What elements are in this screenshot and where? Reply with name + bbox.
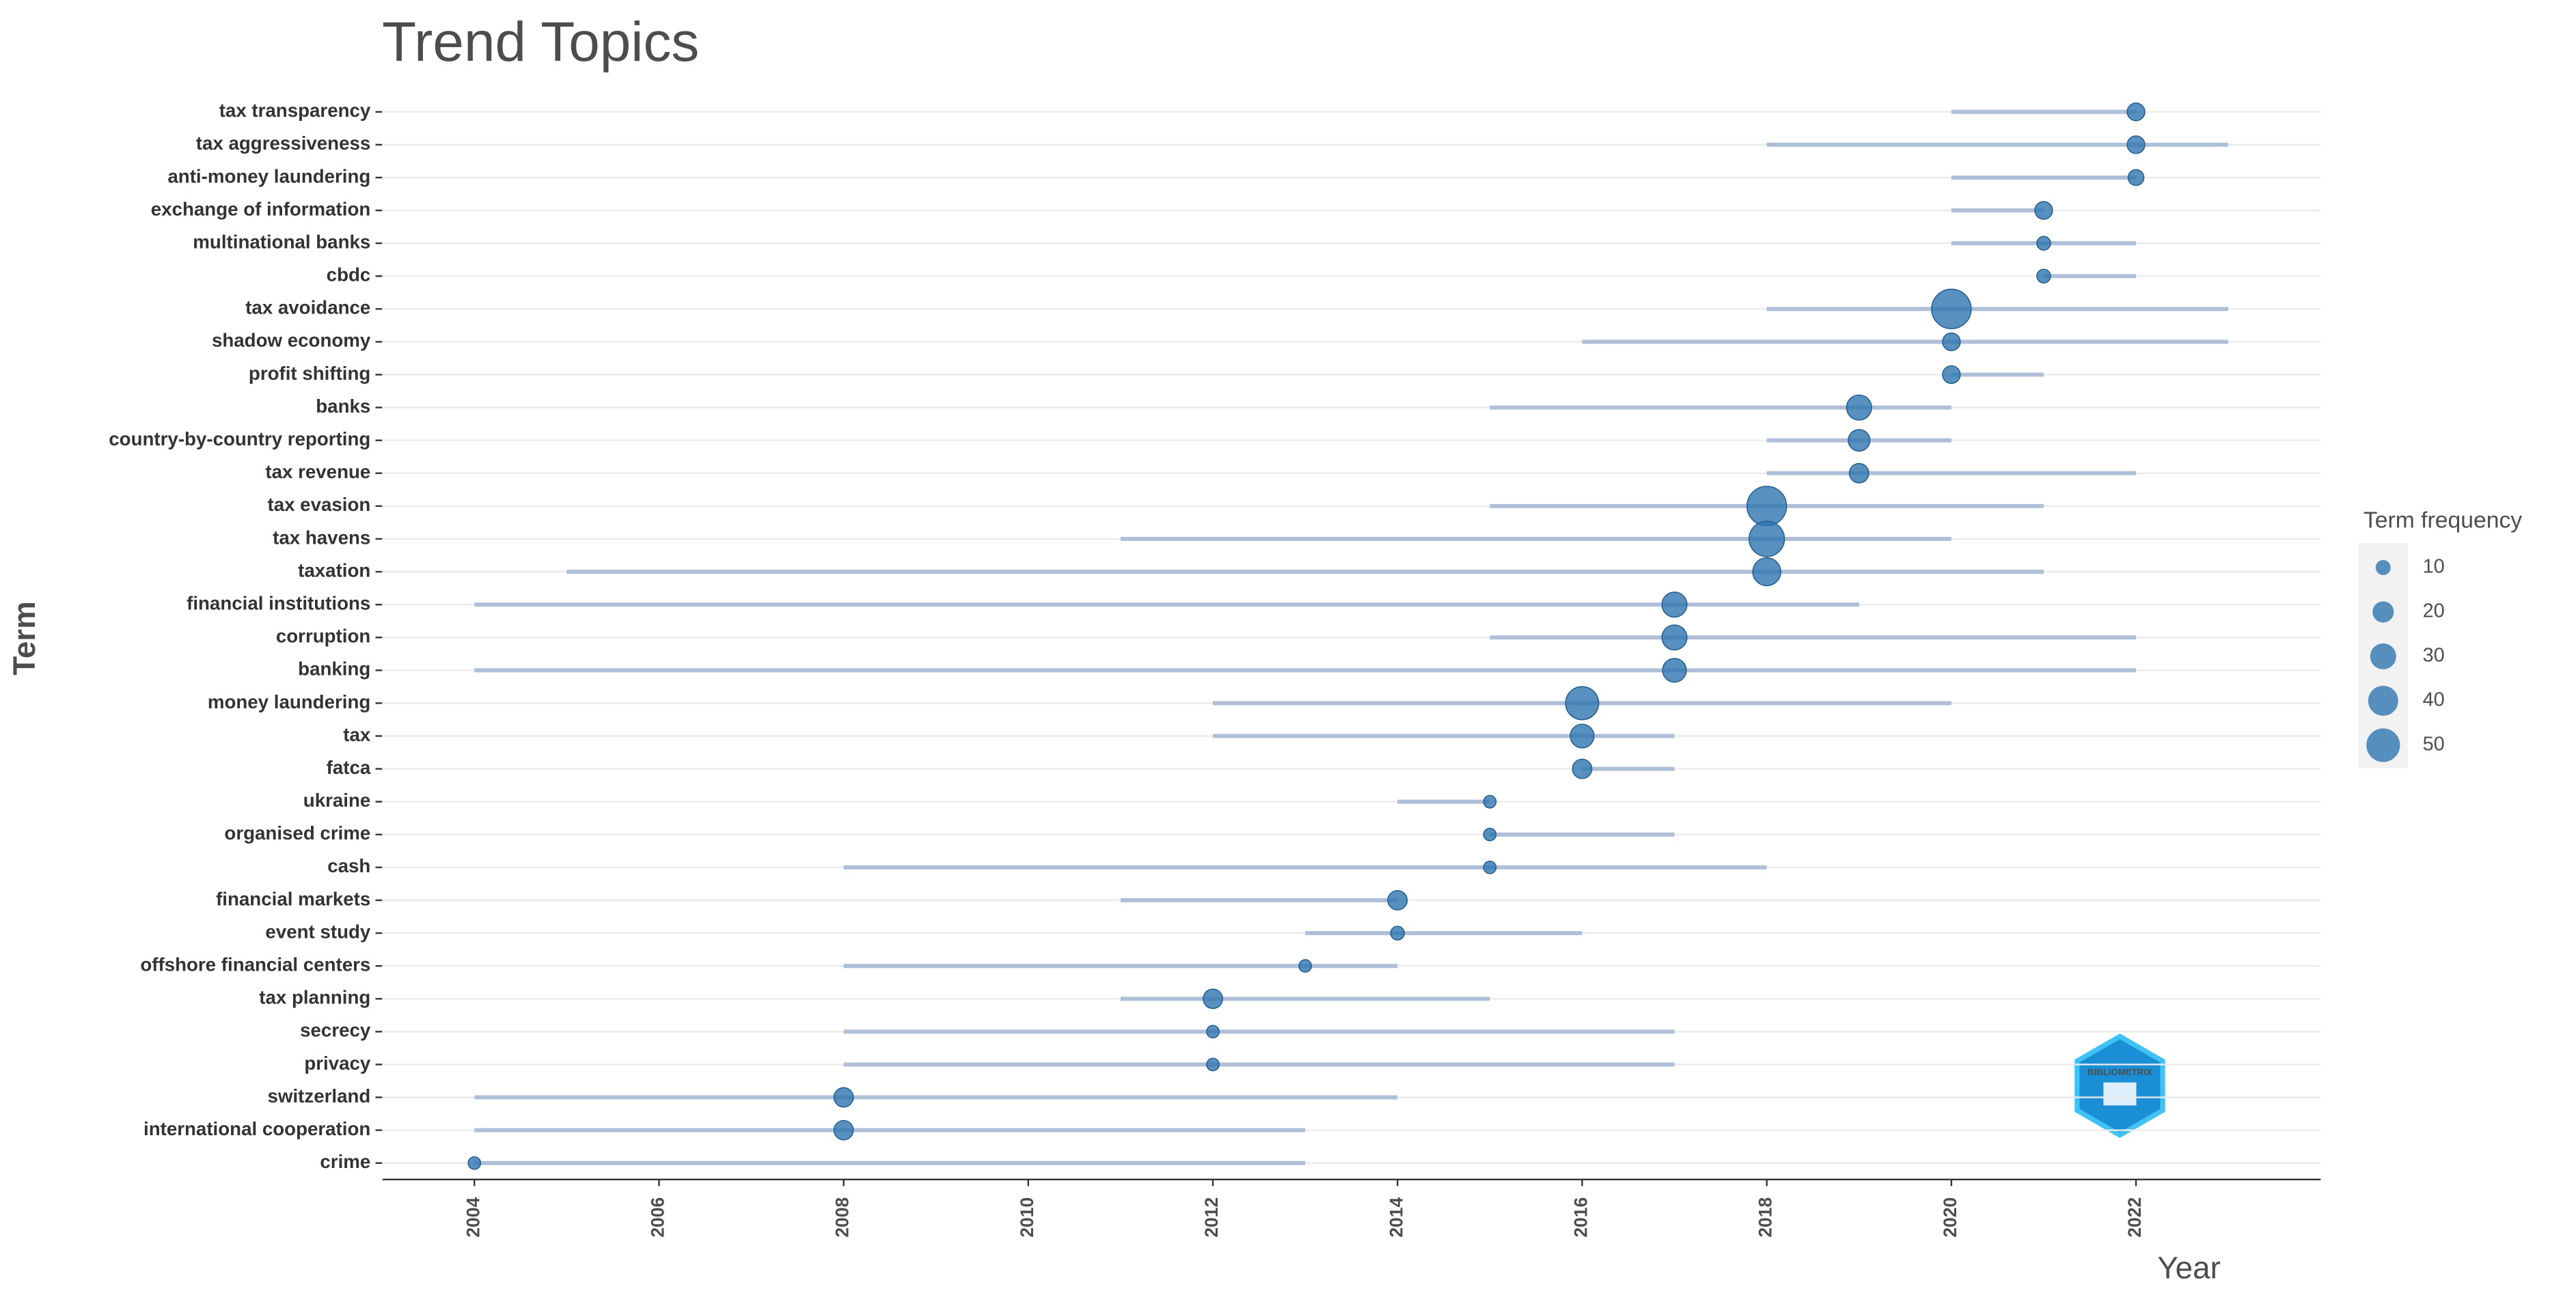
point (1483, 827, 1497, 842)
y-tick-label: privacy (304, 1053, 371, 1074)
point (1662, 658, 1687, 683)
point (467, 1156, 482, 1170)
x-tick-label: 2006 (647, 1197, 668, 1238)
y-tick-label: cash (327, 855, 370, 876)
x-axis-label: Year (2157, 1250, 2220, 1285)
x-tick-label: 2014 (1386, 1197, 1406, 1237)
legend-label: 40 (2423, 689, 2445, 711)
legend-key (2370, 643, 2396, 670)
y-tick-label: fatca (327, 757, 371, 778)
y-tick-label: banks (316, 395, 370, 417)
y-tick-label: cbdc (327, 264, 371, 286)
point (2034, 201, 2053, 220)
point (1749, 520, 1785, 557)
y-tick-label: country-by-country reporting (109, 428, 370, 449)
point (1942, 332, 1961, 352)
y-tick-label: banking (298, 658, 370, 680)
point (1206, 1025, 1220, 1039)
y-tick-label: organised crime (224, 822, 370, 844)
y-tick-label: tax avoidance (245, 297, 370, 318)
y-tick-label: tax transparency (219, 100, 371, 121)
logo: BIBLIOMETRIX (2074, 1033, 2165, 1138)
point (1661, 624, 1688, 651)
y-tick-label: tax havens (273, 527, 370, 548)
point (1206, 1057, 1220, 1072)
y-tick-label: money laundering (208, 691, 370, 712)
y-tick-label: taxation (298, 559, 370, 581)
chart-title: Trend Topics (382, 11, 699, 73)
point (1390, 926, 1406, 941)
legend-key (2368, 685, 2398, 716)
y-tick-label: tax (343, 724, 371, 745)
y-tick-label: shadow economy (212, 330, 371, 351)
y-tick-label: tax evasion (267, 494, 370, 515)
legend-key (2366, 728, 2400, 762)
y-tick-label: international cooperation (143, 1118, 370, 1139)
point (1572, 758, 1593, 779)
point (1298, 959, 1313, 973)
point (1387, 890, 1408, 910)
point (1203, 988, 1223, 1010)
x-tick-label: 2016 (1570, 1197, 1591, 1238)
point (1483, 861, 1497, 874)
x-tick-label: 2022 (2124, 1197, 2145, 1238)
y-tick-label: switzerland (268, 1085, 371, 1107)
point (1570, 723, 1595, 749)
point (1848, 462, 1869, 484)
legend-label: 10 (2423, 556, 2445, 578)
x-tick-label: 2008 (832, 1197, 853, 1238)
y-tick-label: anti-money laundering (167, 165, 370, 186)
point (2036, 268, 2051, 283)
legend-key (2375, 559, 2391, 575)
point (833, 1120, 854, 1141)
point (1565, 686, 1600, 721)
y-tick-label: financial markets (216, 888, 370, 909)
x-tick-label: 2010 (1017, 1197, 1037, 1238)
y-tick-label: crime (320, 1151, 370, 1172)
y-axis-label: Term (7, 601, 42, 675)
y-tick-label: tax revenue (265, 461, 370, 482)
y-tick-label: exchange of information (151, 198, 371, 219)
y-tick-label: offshore financial centers (140, 954, 370, 975)
x-tick-label: 2018 (1755, 1197, 1776, 1238)
point (833, 1087, 854, 1108)
legend-title: Term frequency (2363, 507, 2522, 533)
point (1942, 365, 1961, 385)
point (2126, 102, 2146, 122)
point (2036, 236, 2051, 251)
y-tick-label: ukraine (303, 790, 371, 811)
y-tick-label: secrecy (300, 1020, 371, 1041)
x-tick-label: 2020 (1940, 1197, 1960, 1238)
legend-key (2372, 601, 2394, 623)
legend-label: 50 (2423, 734, 2445, 755)
point (1931, 288, 1972, 330)
y-tick-label: corruption (276, 626, 370, 647)
y-tick-label: multinational banks (193, 231, 370, 252)
point (1846, 394, 1872, 421)
legend-label: 20 (2423, 600, 2445, 622)
y-tick-label: financial institutions (187, 592, 370, 613)
x-tick-label: 2012 (1201, 1197, 1222, 1238)
point (1848, 429, 1871, 452)
point (1752, 557, 1781, 587)
y-tick-label: tax planning (259, 987, 370, 1008)
legend-label: 30 (2423, 645, 2445, 667)
point (2126, 135, 2146, 154)
x-tick-label: 2004 (463, 1197, 483, 1237)
logo-text: BIBLIOMETRIX (2087, 1067, 2152, 1077)
y-tick-label: profit shifting (249, 363, 370, 384)
logo-icon (2103, 1082, 2137, 1106)
y-tick-label: tax aggressiveness (196, 133, 371, 154)
y-tick-label: event study (265, 921, 370, 942)
point (1661, 592, 1688, 618)
marks (467, 102, 2229, 1170)
point (1746, 486, 1787, 527)
point (1483, 794, 1497, 809)
point (2127, 169, 2145, 186)
